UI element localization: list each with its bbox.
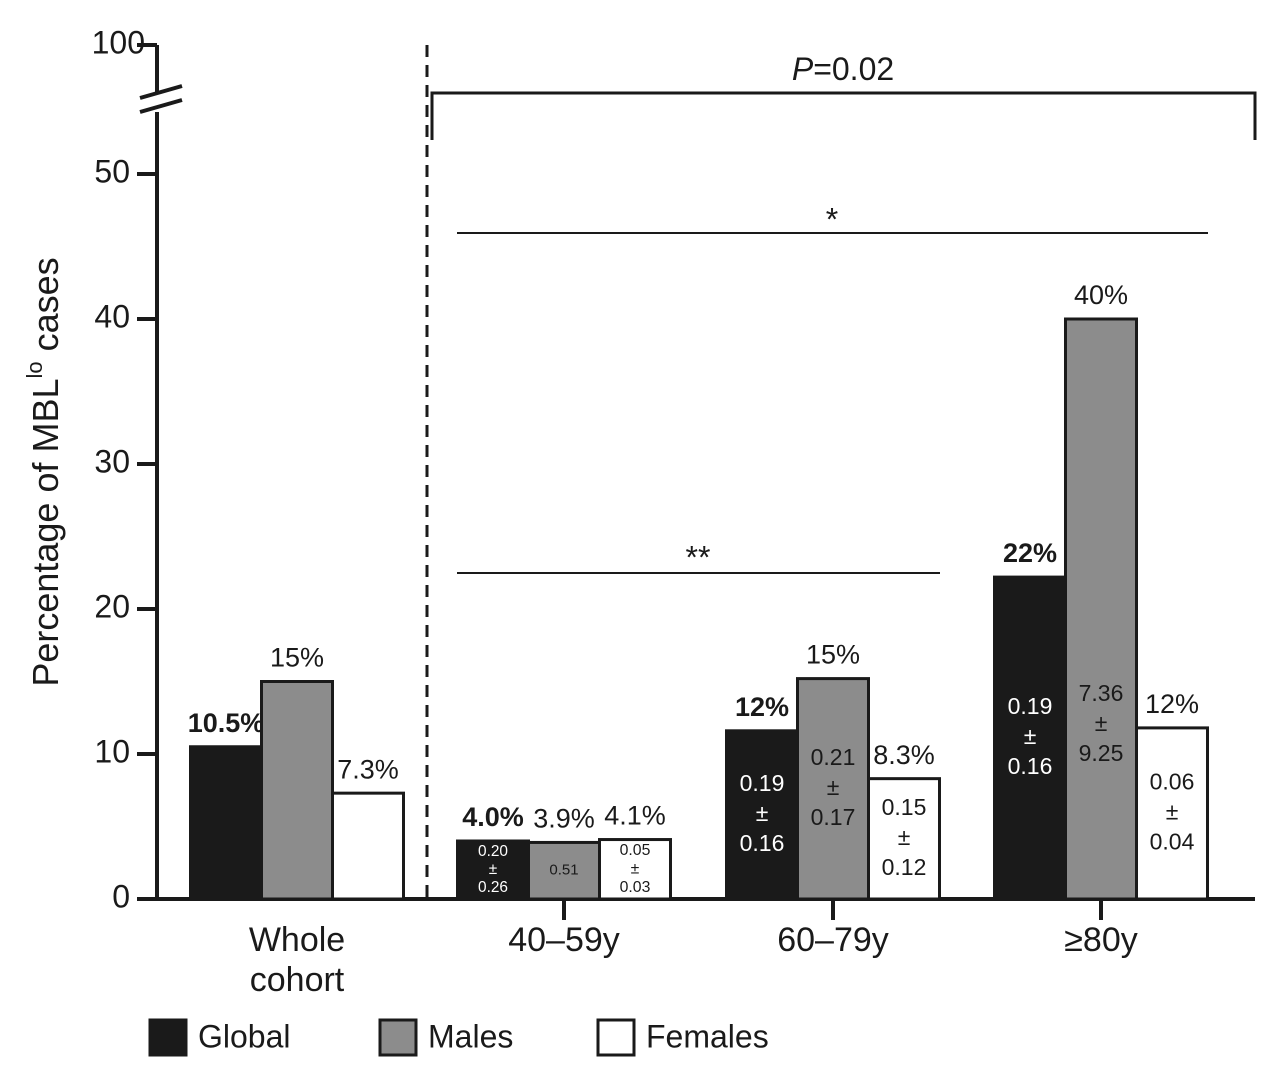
legend-swatch <box>596 1018 636 1057</box>
y-axis-title: Percentage of MBLlo cases <box>22 257 66 686</box>
y-tick-label: 0 <box>112 878 130 914</box>
bar <box>189 745 263 901</box>
bar <box>331 791 405 901</box>
bar <box>993 575 1067 901</box>
p-bracket <box>430 91 1257 140</box>
value-label: 3.9% <box>533 804 595 834</box>
y-tick-label: 40 <box>94 298 130 334</box>
inner-label: 0.51 <box>549 862 578 879</box>
inner-label: 0.04 <box>1150 829 1195 855</box>
value-label: 15% <box>806 640 860 670</box>
y-tick-label: 100 <box>92 24 145 60</box>
inner-label: ± <box>1166 799 1179 825</box>
inner-label: 0.20 <box>478 843 508 860</box>
value-label: 7.3% <box>337 754 399 784</box>
inner-label: 0.06 <box>1150 769 1195 795</box>
y-tick-label: 20 <box>94 588 130 624</box>
sig-label: ** <box>686 539 711 575</box>
x-tick-label: 60–79y <box>777 921 889 959</box>
inner-label: ± <box>1095 710 1108 736</box>
inner-label: ± <box>489 861 497 878</box>
inner-label: ± <box>756 800 769 826</box>
y-tick-label: 30 <box>94 443 130 479</box>
y-tick-label: 10 <box>94 733 130 769</box>
axis-break <box>139 84 183 100</box>
value-label: 15% <box>270 643 324 673</box>
y-tick-label: 50 <box>94 153 130 189</box>
value-label: 12% <box>1145 689 1199 719</box>
bar <box>1135 726 1209 901</box>
inner-label: ± <box>898 824 911 850</box>
inner-label: 0.26 <box>478 879 508 896</box>
inner-label: 0.16 <box>740 830 785 856</box>
legend-swatch <box>378 1018 418 1057</box>
bar <box>598 838 672 901</box>
legend-label: Global <box>198 1018 291 1054</box>
x-tick-label: Whole <box>249 921 345 959</box>
bar <box>260 680 334 901</box>
value-label: 10.5% <box>188 708 265 738</box>
x-tick-label: 40–59y <box>508 921 620 959</box>
inner-label: ± <box>827 774 840 800</box>
inner-label: 0.21 <box>811 744 856 770</box>
value-label: 4.1% <box>604 801 666 831</box>
value-label: 22% <box>1003 538 1057 568</box>
bar <box>796 677 870 901</box>
legend-label: Males <box>428 1018 513 1054</box>
inner-label: 0.16 <box>1008 753 1053 779</box>
inner-label: 0.19 <box>740 770 785 796</box>
bar <box>725 729 799 901</box>
inner-label: ± <box>1024 723 1037 749</box>
inner-label: 0.15 <box>882 794 927 820</box>
inner-label: 0.19 <box>1008 693 1053 719</box>
value-label: 4.0% <box>462 802 524 832</box>
inner-label: 9.25 <box>1079 740 1124 766</box>
bar <box>1064 317 1138 901</box>
value-label: 40% <box>1074 280 1128 310</box>
legend-label: Females <box>646 1018 769 1054</box>
inner-label: 0.17 <box>811 804 856 830</box>
sig-label: * <box>826 201 838 237</box>
bar <box>867 777 941 901</box>
value-label: 8.3% <box>873 740 935 770</box>
inner-label: 0.03 <box>620 879 651 896</box>
value-label: 12% <box>735 692 789 722</box>
inner-label: 0.12 <box>882 854 927 880</box>
inner-label: 7.36 <box>1079 680 1124 706</box>
p-value: P=0.02 <box>792 51 894 87</box>
x-tick-label: ≥80y <box>1064 921 1137 959</box>
x-tick-label: cohort <box>250 961 345 999</box>
inner-label: 0.05 <box>620 842 651 859</box>
axis-break <box>139 98 183 114</box>
legend-swatch <box>148 1018 188 1057</box>
inner-label: ± <box>631 860 640 877</box>
